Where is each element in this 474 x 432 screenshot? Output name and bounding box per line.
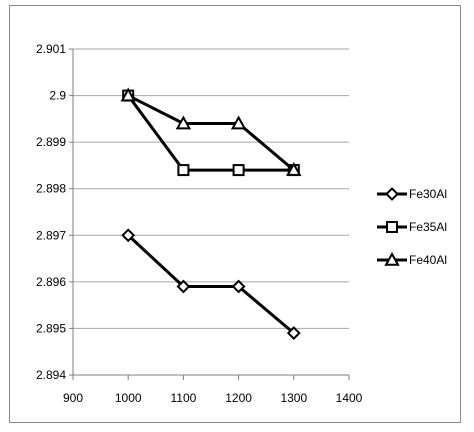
y-tick-label: 2.899: [36, 135, 66, 149]
data-point-fe30al: [176, 279, 191, 294]
series-fe40al: [120, 87, 302, 176]
legend-marker-fe35al: [386, 221, 398, 233]
legend-item-fe40al: Fe40Al: [377, 251, 447, 267]
series-fe35al: [122, 89, 300, 177]
x-tick-label: 1300: [280, 391, 307, 405]
y-tick-label: 2.898: [36, 182, 66, 196]
y-tick-label: 2.901: [36, 42, 66, 56]
y-tick-label: 2.896: [36, 275, 66, 289]
x-tick-labels: 900 1000 1100 1200 1300 1400: [63, 391, 363, 405]
chart-frame: [9, 5, 461, 423]
y-tick-label: 2.895: [36, 321, 66, 335]
data-point-fe35al: [177, 164, 190, 177]
axes: [69, 48, 350, 380]
series-line-fe40al: [127, 94, 295, 172]
legend-marker-fe40al: [384, 251, 400, 266]
legend: Fe30Al Fe35Al Fe40Al: [377, 187, 447, 267]
legend-label-fe35al: Fe35Al: [409, 220, 447, 234]
y-tick-labels: 2.894 2.895 2.896 2.897 2.898 2.899 2.9 2.901: [36, 42, 66, 382]
legend-item-fe35al: Fe35Al: [377, 220, 447, 234]
data-point-fe35al: [232, 164, 245, 177]
x-tick-label: 1100: [170, 391, 196, 405]
y-tick-label: 2.9: [49, 89, 66, 103]
x-tick-label: 1400: [336, 391, 363, 405]
x-tick-label: 1200: [225, 391, 252, 405]
data-point-fe40al: [286, 162, 302, 176]
series-line-fe35al: [126, 94, 294, 172]
data-point-fe30al: [231, 279, 246, 294]
y-tick-label: 2.894: [36, 368, 66, 382]
legend-item-fe30al: Fe30Al: [377, 187, 447, 201]
grid-lines: [73, 48, 349, 329]
legend-marker-fe30al: [385, 187, 399, 201]
series-fe30al: [121, 228, 301, 340]
data-point-fe40al: [175, 115, 192, 130]
x-tick-label: 900: [63, 391, 83, 405]
data-point-fe40al: [120, 87, 136, 102]
data-point-fe30al: [286, 326, 301, 340]
series-group: [120, 87, 302, 340]
data-point-fe40al: [230, 115, 247, 130]
series-line-fe30al: [127, 234, 295, 335]
data-point-fe30al: [121, 228, 136, 243]
x-tick-label: 1000: [115, 391, 142, 405]
y-tick-label: 2.897: [36, 228, 66, 242]
legend-label-fe30al: Fe30Al: [409, 187, 447, 201]
legend-label-fe40al: Fe40Al: [409, 253, 447, 267]
